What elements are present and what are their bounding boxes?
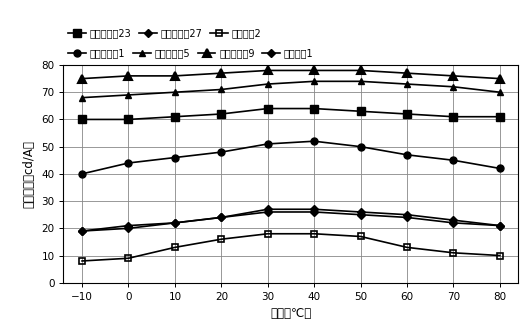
器件比较1 <box>450 218 457 222</box>
器件实施敢23 <box>404 112 410 116</box>
Legend: 器件实施敢23, 器件实施敢27, 器件比较2: 器件实施敢23, 器件实施敢27, 器件比较2 <box>68 28 261 38</box>
器件实施入1 <box>264 142 271 146</box>
器件实施敢23 <box>497 115 503 119</box>
器件比较1 <box>497 224 503 228</box>
器件实施敢27 <box>404 215 410 219</box>
器件实施入9 <box>79 77 85 81</box>
器件实施入1 <box>218 150 224 154</box>
器件比较2 <box>311 232 317 236</box>
器件实施入1 <box>450 158 457 162</box>
器件实施入9 <box>218 71 224 75</box>
器件实施入9 <box>450 74 457 78</box>
器件实施入9 <box>358 69 364 72</box>
器件实施入5 <box>264 82 271 86</box>
器件实施敢27 <box>125 226 132 230</box>
X-axis label: 温度（℃）: 温度（℃） <box>270 307 312 320</box>
器件比较1 <box>311 207 317 211</box>
器件比较1 <box>264 207 271 211</box>
器件实施敢27 <box>311 210 317 214</box>
器件实施入1 <box>79 172 85 176</box>
器件实施入5 <box>450 85 457 89</box>
器件实施敢23 <box>450 115 457 119</box>
器件实施入1 <box>125 161 132 165</box>
器件实施入9 <box>311 69 317 72</box>
器件比较1 <box>358 210 364 214</box>
器件实施敢27 <box>79 229 85 233</box>
Line: 器件实施入5: 器件实施入5 <box>79 78 503 101</box>
器件实施敢23 <box>218 112 224 116</box>
器件实施敢23 <box>358 109 364 113</box>
器件实施敢23 <box>79 117 85 121</box>
器件实施入9 <box>404 71 410 75</box>
器件实施敢27 <box>218 215 224 219</box>
器件比较2 <box>497 254 503 257</box>
器件比较2 <box>125 256 132 260</box>
器件实施敢27 <box>358 213 364 217</box>
器件实施敢23 <box>125 117 132 121</box>
器件实施入5 <box>125 93 132 97</box>
器件实施入1 <box>404 153 410 157</box>
器件比较2 <box>450 251 457 255</box>
器件比较2 <box>264 232 271 236</box>
器件比较1 <box>79 229 85 233</box>
器件实施入1 <box>172 156 178 160</box>
器件实施入5 <box>79 96 85 99</box>
器件比较2 <box>79 259 85 263</box>
器件比较2 <box>358 235 364 239</box>
器件实施敢27 <box>497 224 503 228</box>
器件比较2 <box>172 245 178 249</box>
器件实施入9 <box>497 77 503 81</box>
器件实施敢23 <box>172 115 178 119</box>
Line: 器件比较1: 器件比较1 <box>79 206 503 234</box>
器件实施敢27 <box>264 210 271 214</box>
器件实施入5 <box>404 82 410 86</box>
Y-axis label: 电流效率（cd/A）: 电流效率（cd/A） <box>23 140 36 208</box>
器件实施入9 <box>125 74 132 78</box>
器件实施入1 <box>358 145 364 149</box>
器件实施入5 <box>218 87 224 91</box>
器件实施入9 <box>172 74 178 78</box>
Line: 器件实施敢27: 器件实施敢27 <box>79 209 503 234</box>
器件实施入5 <box>311 79 317 83</box>
器件实施敢23 <box>264 107 271 111</box>
器件实施入1 <box>311 139 317 143</box>
器件比较1 <box>218 215 224 219</box>
Line: 器件实施敢23: 器件实施敢23 <box>78 104 504 124</box>
器件比较1 <box>172 221 178 225</box>
器件实施入5 <box>358 79 364 83</box>
器件比较1 <box>404 213 410 217</box>
器件比较2 <box>218 237 224 241</box>
器件实施入9 <box>264 69 271 72</box>
器件实施入5 <box>172 90 178 94</box>
器件实施敢23 <box>311 107 317 111</box>
器件比较1 <box>125 224 132 228</box>
器件实施敢27 <box>450 221 457 225</box>
器件实施入5 <box>497 90 503 94</box>
Line: 器件比较2: 器件比较2 <box>79 230 503 265</box>
器件实施入1 <box>497 166 503 170</box>
器件实施敢27 <box>172 221 178 225</box>
器件比较2 <box>404 245 410 249</box>
Line: 器件实施入9: 器件实施入9 <box>78 66 504 83</box>
Line: 器件实施入1: 器件实施入1 <box>79 138 503 177</box>
